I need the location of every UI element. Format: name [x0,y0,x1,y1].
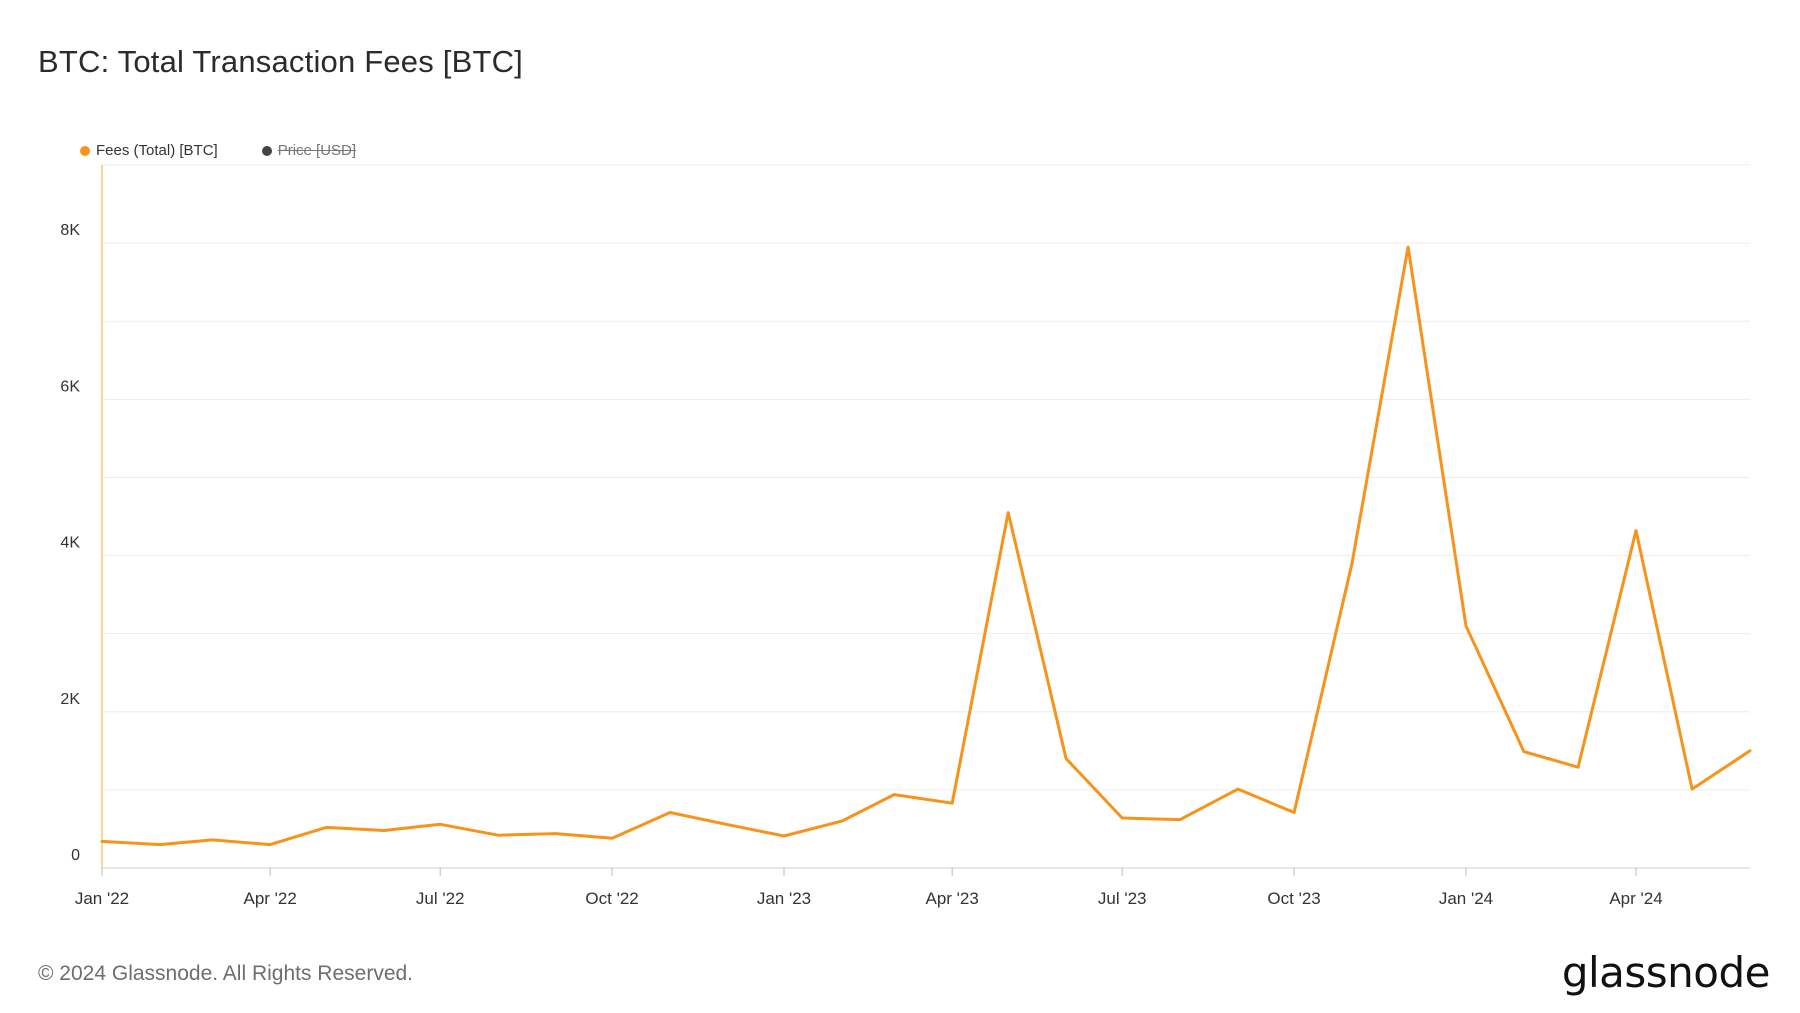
series-group [100,245,1752,847]
x-tick-label: Jan '24 [1439,889,1493,908]
y-tick-label: 6K [60,378,80,395]
y-tick-label: 0 [71,847,80,864]
series-line-fees [100,245,1752,847]
x-tick-label: Apr '23 [925,889,978,908]
copyright-text: © 2024 Glassnode. All Rights Reserved. [38,962,414,985]
y-tick-label: 2K [60,691,80,708]
x-tick-label: Apr '22 [243,889,296,908]
glassnode-logo[interactable]: glassnode [1561,948,1771,997]
legend-label: Price [USD] [277,142,357,159]
y-axis-ticks: 0 2K 4K 6K 8K [60,222,80,864]
grid-lines [102,164,1750,791]
legend-item-fees[interactable]: Fees (Total) [BTC] [80,142,218,159]
x-tick-label: Jul '22 [416,889,465,908]
y-tick-label: 4K [60,535,80,552]
x-tick-label: Oct '23 [1267,889,1320,908]
chart-legend: Fees (Total) [BTC] Price [USD] [80,142,356,159]
x-tick-label: Oct '22 [585,889,638,908]
x-axis [101,165,1750,869]
legend-dot-icon [261,145,272,156]
x-tick-label: Apr '24 [1609,889,1662,908]
x-axis-ticks: Jan '22 Apr '22 Jul '22 Oct '22 Jan '23 Apr '… [75,868,1663,908]
x-tick-label: Jan '22 [75,889,129,908]
legend-item-price[interactable]: Price [USD] [261,142,357,159]
y-tick-label: 8K [60,222,80,239]
chart-title: BTC: Total Transaction Fees [BTC] [38,44,523,79]
x-tick-label: Jan '23 [757,889,811,908]
x-tick-label: Jul '23 [1098,889,1147,908]
legend-dot-icon [80,145,90,156]
legend-label: Fees (Total) [BTC] [96,142,218,159]
